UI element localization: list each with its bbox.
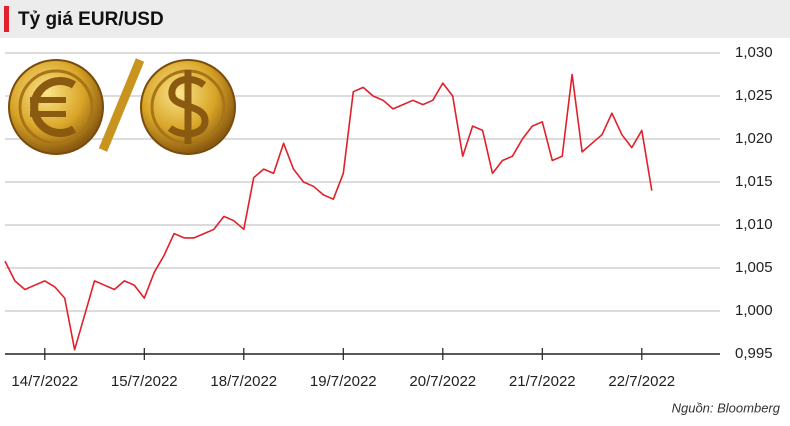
y-tick-label: 1,020 — [735, 130, 773, 147]
currency-icons — [8, 58, 236, 155]
x-tick-label: 18/7/2022 — [210, 373, 277, 390]
x-tick-label: 22/7/2022 — [608, 373, 675, 390]
y-tick-label: 1,000 — [735, 302, 773, 319]
y-tick-label: 1,005 — [735, 259, 773, 276]
y-tick-label: 1,015 — [735, 173, 773, 190]
y-tick-label: 1,025 — [735, 87, 773, 104]
source-note: Nguồn: Bloomberg — [672, 400, 781, 415]
chart-title: Tỷ giá EUR/USD — [18, 9, 164, 30]
y-tick-label: 0,995 — [735, 345, 773, 362]
x-tick-label: 19/7/2022 — [310, 373, 377, 390]
y-tick-label: 1,030 — [735, 44, 773, 61]
series-line — [4, 73, 653, 351]
x-tick-label: 20/7/2022 — [409, 373, 476, 390]
x-tick-label: 21/7/2022 — [509, 373, 576, 390]
x-tick-label: 15/7/2022 — [111, 373, 178, 390]
x-tick-label: 14/7/2022 — [11, 373, 78, 390]
header-accent — [4, 6, 9, 32]
y-tick-label: 1,010 — [735, 216, 773, 233]
header-bar — [0, 0, 790, 38]
